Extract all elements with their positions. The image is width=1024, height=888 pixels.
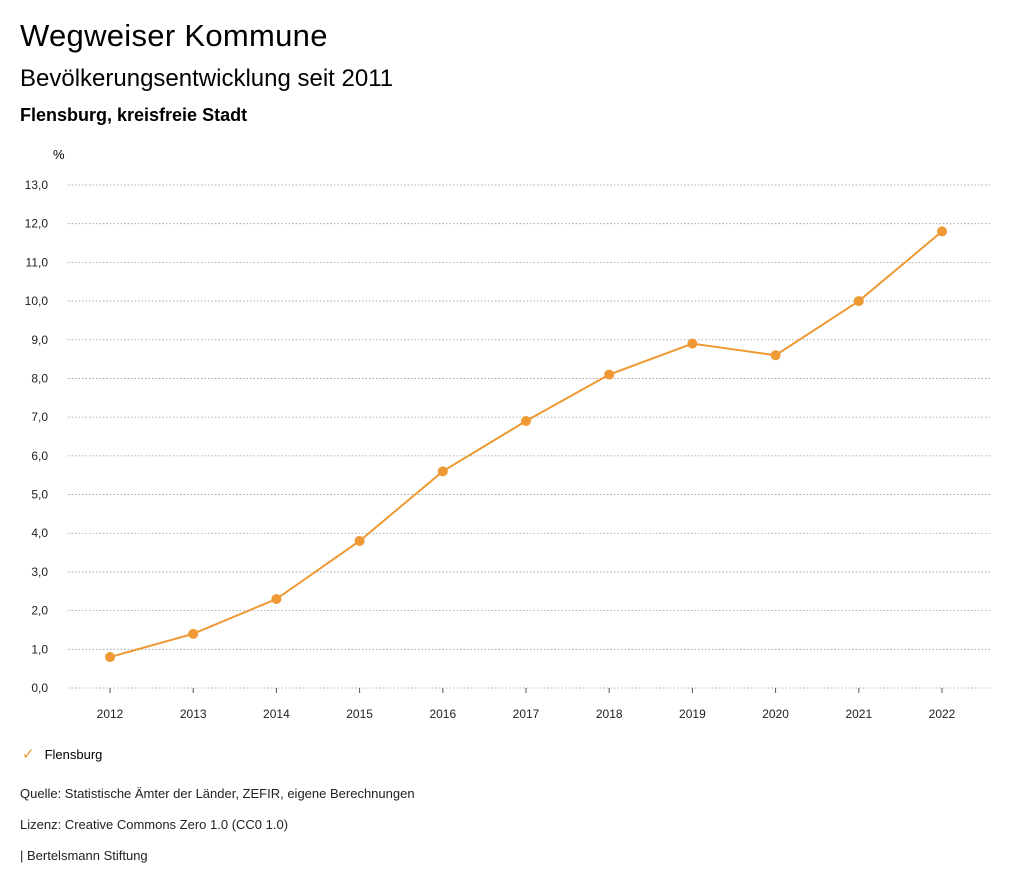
data-point: [105, 652, 115, 663]
y-tick-label: 12,0: [25, 217, 49, 231]
source-note: Quelle: Statistische Ämter der Länder, Z…: [20, 786, 415, 801]
x-tick-label: 2019: [679, 707, 706, 721]
y-tick-label: 3,0: [31, 565, 48, 579]
data-point: [521, 416, 531, 427]
data-point: [271, 594, 282, 605]
y-axis-unit: %: [53, 147, 65, 162]
y-tick-label: 6,0: [31, 449, 48, 463]
y-tick-label: 7,0: [31, 410, 48, 424]
y-tick-label: 9,0: [31, 333, 48, 347]
data-point: [937, 226, 947, 237]
license-note: Lizenz: Creative Commons Zero 1.0 (CC0 1…: [20, 817, 289, 832]
x-tick-label: 2014: [263, 707, 290, 721]
x-tick-label: 2020: [762, 707, 789, 721]
series-line-flensburg: [109, 230, 943, 659]
data-point: [770, 350, 781, 361]
chart-legend[interactable]: ✓ Flensburg: [22, 745, 102, 763]
data-point: [604, 369, 615, 380]
publisher-note: | Bertelsmann Stiftung: [20, 848, 148, 863]
y-tick-label: 11,0: [26, 255, 49, 269]
page-title: Wegweiser Kommune: [20, 18, 328, 53]
x-tick-label: 2013: [180, 707, 207, 721]
region-label: Flensburg, kreisfreie Stadt: [20, 105, 248, 125]
x-tick-label: 2017: [513, 707, 540, 721]
check-icon: ✓: [22, 746, 35, 763]
data-point: [687, 338, 698, 349]
data-point: [354, 535, 365, 546]
x-tick-label: 2012: [97, 707, 124, 721]
y-tick-label: 10,0: [25, 294, 49, 308]
chart-subtitle: Bevölkerungsentwicklung seit 2011: [20, 65, 394, 92]
y-tick-label: 1,0: [31, 642, 48, 656]
x-tick-label: 2018: [596, 707, 623, 721]
x-tick-label: 2015: [346, 707, 373, 721]
y-tick-label: 0,0: [31, 681, 48, 695]
y-tick-label: 4,0: [31, 526, 48, 540]
y-tick-label: 2,0: [31, 604, 48, 618]
data-point: [437, 466, 448, 477]
x-tick-label: 2022: [929, 707, 956, 721]
y-tick-label: 5,0: [31, 488, 48, 502]
data-point: [188, 628, 199, 639]
legend-label: Flensburg: [44, 746, 103, 762]
y-tick-label: 8,0: [31, 371, 48, 385]
y-tick-label: 13,0: [25, 178, 49, 192]
data-point: [853, 296, 864, 307]
x-tick-label: 2021: [845, 707, 872, 721]
x-tick-label: 2016: [429, 707, 456, 721]
